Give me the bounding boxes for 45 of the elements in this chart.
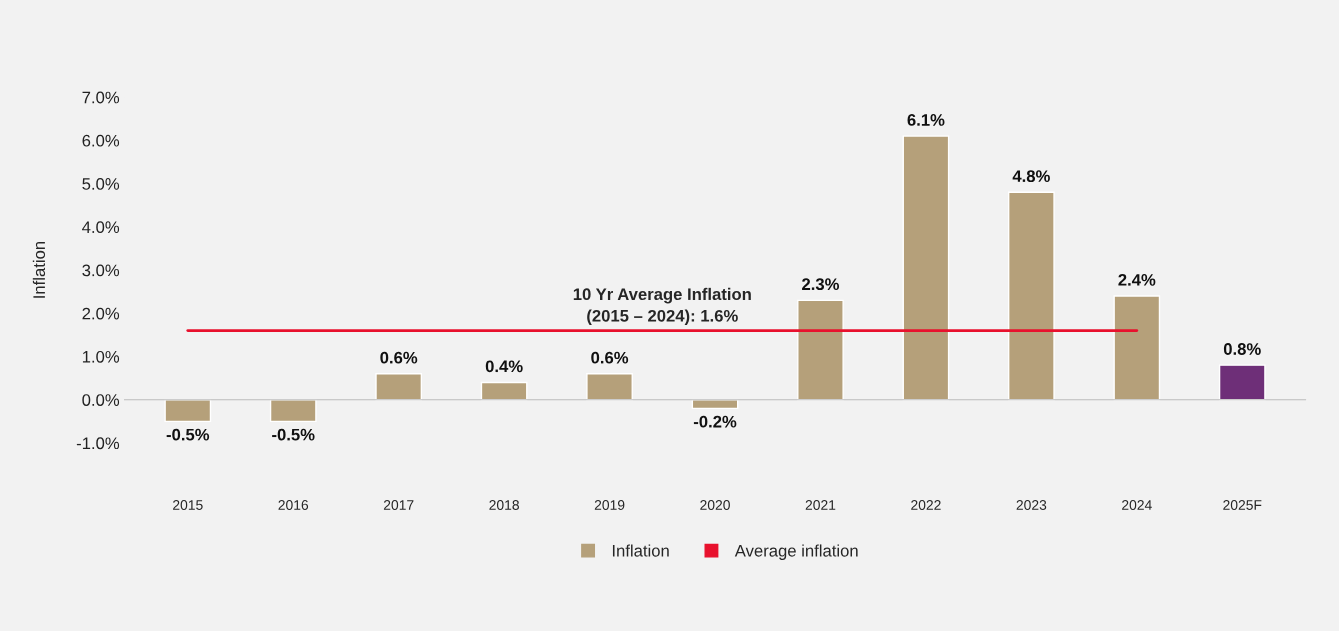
y-tick-label: 6.0% xyxy=(82,134,120,147)
y-tick-label: 7.0% xyxy=(82,91,120,104)
x-tick-label: 2022 xyxy=(911,500,941,510)
bar xyxy=(164,399,212,423)
y-tick-label: 3.0% xyxy=(82,264,120,277)
y-tick-label: 1.0% xyxy=(82,350,120,363)
data-label: 6.1% xyxy=(907,114,945,126)
y-tick-label: 4.0% xyxy=(82,221,120,234)
data-label: 4.8% xyxy=(1012,170,1050,183)
bar xyxy=(1218,364,1266,401)
data-label: -0.2% xyxy=(693,415,737,428)
legend-label: Average inflation xyxy=(734,544,858,560)
y-tick-label: 2.0% xyxy=(82,307,120,320)
data-label: 0.8% xyxy=(1223,343,1261,355)
annotation: 10 Yr Average Inflation (2015 – 2024): 1.6% xyxy=(573,287,751,326)
x-tick-label: 2019 xyxy=(594,500,625,510)
data-label: -0.5% xyxy=(166,428,210,441)
y-tick-label: 5.0% xyxy=(82,178,120,190)
y-axis-title: Inflation xyxy=(32,241,46,298)
bar xyxy=(375,373,423,401)
data-label: -0.5% xyxy=(272,428,315,441)
data-label: 0.6% xyxy=(380,351,418,364)
data-label: 2.4% xyxy=(1118,273,1156,286)
x-tick-label: 2023 xyxy=(1016,500,1047,510)
x-tick-label: 2020 xyxy=(700,500,730,510)
x-tick-label: 2024 xyxy=(1122,500,1152,510)
x-tick-label: 2018 xyxy=(489,500,519,510)
x-tick-label: 2021 xyxy=(805,500,836,510)
bar xyxy=(1113,295,1161,401)
data-label: 0.6% xyxy=(591,351,629,364)
x-tick-label: 2017 xyxy=(383,500,414,510)
bar xyxy=(586,373,633,401)
bar xyxy=(902,135,950,401)
bar xyxy=(797,299,844,401)
bar xyxy=(480,381,528,401)
y-tick-label: -1.0% xyxy=(76,437,120,450)
bar xyxy=(1007,191,1055,401)
y-tick-label: 0.0% xyxy=(82,394,120,406)
x-tick-label: 2015 xyxy=(173,500,203,510)
bar xyxy=(269,399,317,423)
legend-label: Inflation xyxy=(612,544,669,557)
data-label: 0.4% xyxy=(485,360,523,373)
x-tick-label: 2016 xyxy=(278,500,309,510)
x-tick-label: 2025F xyxy=(1223,500,1262,510)
data-label: 2.3% xyxy=(802,278,840,291)
